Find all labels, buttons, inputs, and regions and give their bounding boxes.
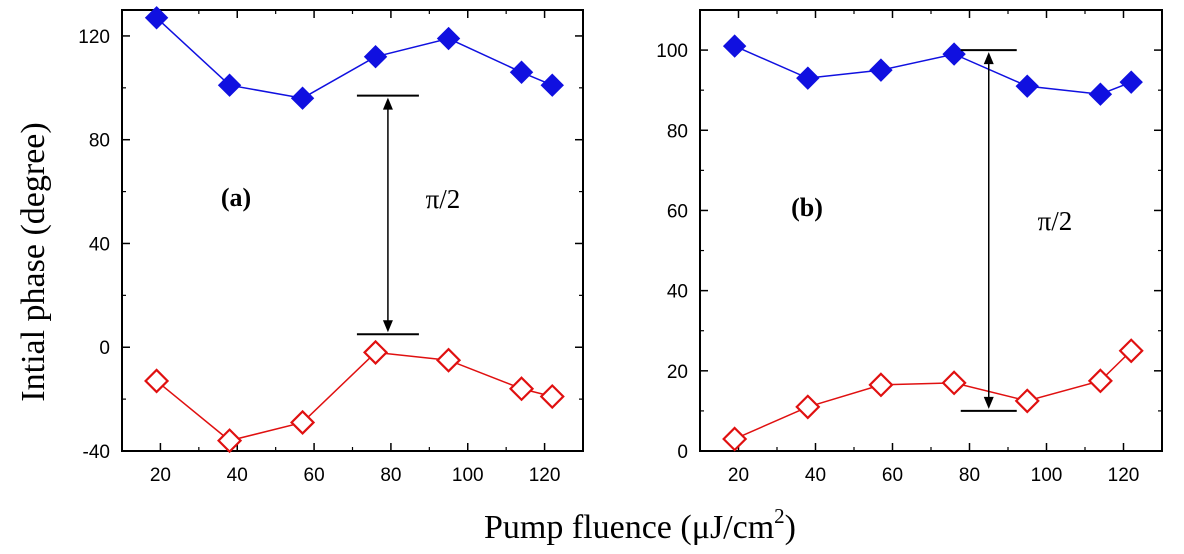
y-axis-title: Intial phase (degree) bbox=[15, 122, 52, 401]
data-point-open-diamond bbox=[435, 347, 462, 373]
arrow-head-up bbox=[382, 97, 393, 110]
x-tick-label: 20 bbox=[150, 465, 171, 486]
x-tick-label: 60 bbox=[304, 465, 325, 486]
data-point-open-diamond bbox=[144, 368, 170, 394]
arrow-head-up bbox=[983, 52, 994, 65]
x-tick-label: 120 bbox=[529, 465, 561, 486]
data-point-filled-diamond bbox=[217, 73, 242, 97]
panel-label: (a) bbox=[221, 183, 251, 212]
x-axis-title: Pump fluence (μJ/cm2) bbox=[484, 504, 796, 546]
data-point-open-diamond bbox=[1014, 388, 1040, 414]
x-tick-label: 100 bbox=[1031, 465, 1063, 486]
phase-difference-label: π/2 bbox=[426, 184, 461, 214]
x-tick-label: 120 bbox=[1108, 465, 1140, 486]
data-point-open-diamond bbox=[508, 376, 535, 402]
data-point-open-diamond bbox=[290, 409, 316, 436]
y-tick-label: 80 bbox=[667, 121, 688, 142]
data-point-filled-diamond bbox=[144, 6, 169, 30]
arrow-head-down bbox=[382, 320, 393, 333]
series-line bbox=[734, 350, 1132, 440]
data-point-filled-diamond bbox=[869, 58, 893, 82]
x-tick-label: 100 bbox=[452, 465, 484, 486]
x-tick-label: 80 bbox=[380, 465, 401, 486]
data-point-filled-diamond bbox=[1119, 70, 1143, 94]
x-tick-label: 40 bbox=[227, 465, 248, 486]
x-axis-title-main: Pump fluence (μJ/cm bbox=[484, 509, 774, 546]
data-point-filled-diamond bbox=[509, 60, 534, 84]
data-point-filled-diamond bbox=[436, 26, 461, 51]
y-tick-label: 0 bbox=[99, 338, 110, 359]
data-point-filled-diamond bbox=[1015, 74, 1039, 98]
data-point-filled-diamond bbox=[363, 44, 388, 69]
data-point-filled-diamond bbox=[290, 86, 315, 110]
panel-label: (b) bbox=[791, 193, 823, 222]
data-point-open-diamond bbox=[868, 372, 894, 398]
x-axis-title-close: ) bbox=[785, 509, 796, 546]
x-tick-label: 40 bbox=[805, 465, 826, 486]
x-tick-label: 20 bbox=[728, 465, 749, 486]
data-point-open-diamond bbox=[217, 428, 243, 454]
y-tick-label: 120 bbox=[78, 27, 110, 48]
data-point-open-diamond bbox=[941, 370, 967, 396]
x-axis-title-superscript: 2 bbox=[774, 504, 785, 528]
data-point-open-diamond bbox=[1118, 338, 1144, 364]
data-point-open-diamond bbox=[1087, 368, 1113, 394]
y-tick-label: 20 bbox=[667, 362, 688, 383]
arrow-head-down bbox=[983, 396, 994, 409]
y-tick-label: -40 bbox=[83, 442, 110, 463]
data-point-filled-diamond bbox=[796, 66, 820, 90]
series-line bbox=[156, 17, 553, 99]
data-point-filled-diamond bbox=[722, 34, 747, 58]
data-point-filled-diamond bbox=[942, 42, 966, 66]
data-point-open-diamond bbox=[362, 339, 389, 365]
data-point-open-diamond bbox=[539, 383, 565, 410]
data-point-open-diamond bbox=[795, 394, 821, 420]
series-line bbox=[156, 351, 553, 442]
y-tick-label: 60 bbox=[667, 201, 688, 222]
data-point-filled-diamond bbox=[540, 73, 564, 97]
x-tick-label: 80 bbox=[959, 465, 980, 486]
y-tick-label: 40 bbox=[667, 282, 688, 303]
panel-a: 20 40 60 80 100 120 -40 0 40 80 120 (a) π/2 bbox=[78, 6, 584, 486]
series-line bbox=[734, 45, 1132, 95]
data-point-filled-diamond bbox=[1088, 82, 1113, 106]
x-tick-label: 60 bbox=[882, 465, 903, 486]
data-point-open-diamond bbox=[722, 426, 748, 452]
y-tick-label: 80 bbox=[89, 131, 110, 152]
y-tick-label: 40 bbox=[89, 234, 110, 255]
panel-b: 20 40 60 80 100 120 0 20 40 60 80 100 (b) π/2 bbox=[656, 9, 1163, 486]
y-tick-label: 0 bbox=[677, 442, 688, 463]
phase-difference-label: π/2 bbox=[1038, 206, 1073, 236]
y-tick-label: 100 bbox=[656, 41, 688, 62]
